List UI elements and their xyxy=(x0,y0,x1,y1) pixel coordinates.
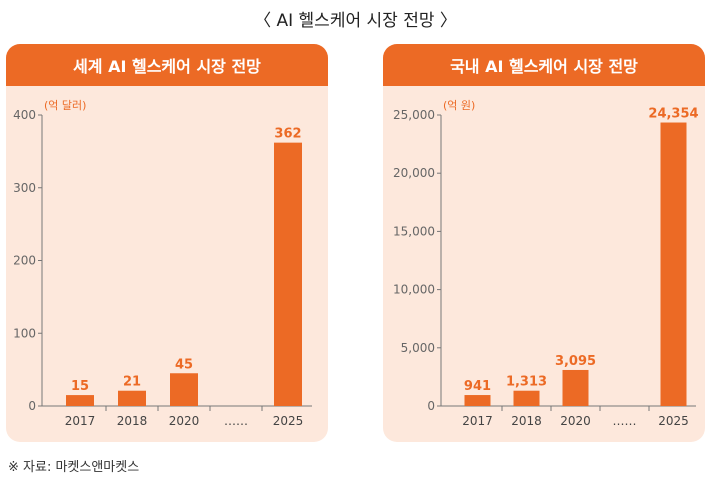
chart-title: 국내 AI 헬스케어 시장 전망 xyxy=(383,44,705,86)
y-tick-label: 300 xyxy=(13,181,36,195)
source-note: ※ 자료: 마켓스앤마켓스 xyxy=(8,460,140,475)
data-label: 15 xyxy=(71,379,89,394)
bar xyxy=(118,390,146,406)
page-title: 〈 AI 헬스케어 시장 전망 〉 xyxy=(254,11,457,31)
data-label: 1,313 xyxy=(506,375,547,390)
data-label: 45 xyxy=(175,357,193,372)
data-label: 941 xyxy=(464,379,491,394)
x-tick-label: 2020 xyxy=(560,414,591,428)
unit-label: (억 원) xyxy=(443,99,475,112)
y-tick-label: 25,000 xyxy=(393,108,435,122)
x-tick-label: …… xyxy=(613,414,637,428)
y-tick-label: 100 xyxy=(13,326,36,340)
x-tick-label: 2025 xyxy=(658,414,689,428)
y-tick-label: 5,000 xyxy=(401,341,435,355)
x-tick-label: 2020 xyxy=(169,414,200,428)
bar xyxy=(513,390,540,406)
unit-label: (억 달러) xyxy=(44,99,86,112)
y-tick-label: 0 xyxy=(427,399,435,413)
y-tick-label: 200 xyxy=(13,254,36,268)
bar xyxy=(170,373,198,406)
y-tick-label: 20,000 xyxy=(393,166,435,180)
x-tick-label: 2018 xyxy=(511,414,542,428)
world-market-chart-panel: 세계 AI 헬스케어 시장 전망 (억 달러) 0 100 200 300 400 2017… xyxy=(6,44,328,442)
data-label: 362 xyxy=(274,127,301,142)
x-tick-label: 2025 xyxy=(273,414,304,428)
y-tick-label: 10,000 xyxy=(393,283,435,297)
y-tick-label: 400 xyxy=(13,108,36,122)
domestic-market-chart-panel: 국내 AI 헬스케어 시장 전망 (억 원) 0 5,000 10,000 15,000… xyxy=(383,44,705,442)
x-tick-label: …… xyxy=(224,414,248,428)
y-tick-label: 0 xyxy=(28,399,36,413)
data-label: 24,354 xyxy=(648,107,698,122)
data-label: 3,095 xyxy=(555,354,596,369)
data-label: 21 xyxy=(123,375,141,390)
x-tick-label: 2017 xyxy=(65,414,96,428)
bar xyxy=(66,395,94,406)
bar xyxy=(274,142,302,406)
bar xyxy=(464,395,491,406)
bar xyxy=(562,369,589,406)
x-tick-label: 2018 xyxy=(117,414,148,428)
domestic-market-chart: (억 원) 0 5,000 10,000 15,000 20,000 25,000 2017 9… xyxy=(393,99,699,428)
y-tick-label: 15,000 xyxy=(393,224,435,238)
world-market-chart: (억 달러) 0 100 200 300 400 2017 15 2018 21 2020 45 …… 2… xyxy=(13,99,312,428)
x-tick-label: 2017 xyxy=(462,414,493,428)
bar xyxy=(660,122,687,406)
chart-title: 세계 AI 헬스케어 시장 전망 xyxy=(6,44,328,86)
